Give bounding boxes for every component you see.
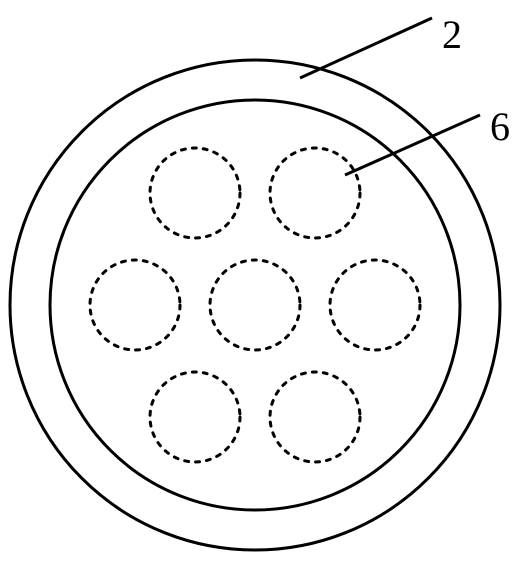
cross-section-diagram: 26 [0,0,526,575]
outer-ring [10,60,500,550]
callout-line-2 [300,18,432,78]
hidden-hole-5 [150,372,240,462]
hidden-hole-2 [270,148,360,238]
hidden-hole-3 [90,260,180,350]
diagram-svg: 26 [0,0,526,575]
hidden-hole-6 [270,372,360,462]
hidden-hole-4 [330,260,420,350]
inner-ring [50,100,460,510]
callout-label-2: 2 [442,12,462,57]
callout-line-6 [345,115,480,175]
hidden-hole-1 [150,148,240,238]
callout-label-6: 6 [490,104,510,149]
hidden-hole-0 [210,260,300,350]
